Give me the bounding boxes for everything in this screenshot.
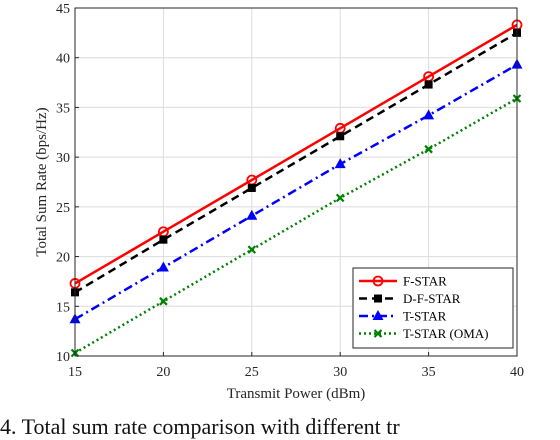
data-point — [157, 261, 169, 272]
legend-label: T-STAR (OMA) — [403, 326, 489, 341]
y-tick-label: 25 — [56, 201, 70, 216]
x-tick-label: 25 — [245, 365, 259, 380]
legend: F-STAR D-F-STAR T-STAR T-STAR (OMA) — [352, 267, 514, 349]
y-tick-label: 45 — [56, 2, 70, 17]
legend-label: T-STAR — [403, 309, 447, 324]
series-lines — [74, 23, 518, 355]
x-tick-label: 35 — [422, 365, 436, 380]
y-tick-label: 35 — [56, 101, 70, 116]
data-point — [159, 235, 168, 244]
series-line-0 — [74, 23, 518, 285]
y-tick-label: 10 — [56, 350, 70, 365]
figure-caption: 4. Total sum rate comparison with differ… — [0, 414, 400, 439]
legend-marker — [372, 275, 384, 287]
x-axis-label: Transmit Power (dBm) — [227, 386, 366, 402]
data-point — [159, 297, 168, 306]
series-line-1 — [74, 31, 518, 294]
data-point — [424, 80, 433, 89]
data-point — [335, 193, 345, 203]
x-tick-label: 40 — [510, 365, 524, 380]
x-tick-label: 20 — [156, 365, 170, 380]
legend-label: F-STAR — [403, 274, 447, 289]
data-point — [247, 245, 257, 254]
data-point — [334, 158, 346, 169]
data-point — [247, 183, 256, 192]
y-tick-label: 20 — [56, 251, 70, 266]
y-tick-label: 40 — [56, 52, 70, 67]
plot-frame — [74, 7, 518, 357]
legend-marker — [372, 310, 384, 320]
y-tick-label: 30 — [56, 151, 70, 166]
legend-label: D-F-STAR — [403, 291, 461, 306]
y-tick-label: 15 — [56, 300, 70, 315]
data-point — [336, 132, 345, 141]
series-line-2 — [74, 63, 518, 321]
y-axis-label: Total Sum Rate (bps/Hz) — [34, 107, 50, 256]
data-point — [424, 144, 433, 154]
legend-marker — [374, 294, 382, 303]
series-line-3 — [74, 97, 518, 355]
x-tick-label: 30 — [333, 365, 347, 380]
data-point — [423, 109, 435, 120]
x-tick-label: 15 — [68, 365, 82, 380]
data-point — [246, 209, 258, 220]
legend-marker — [373, 329, 383, 338]
